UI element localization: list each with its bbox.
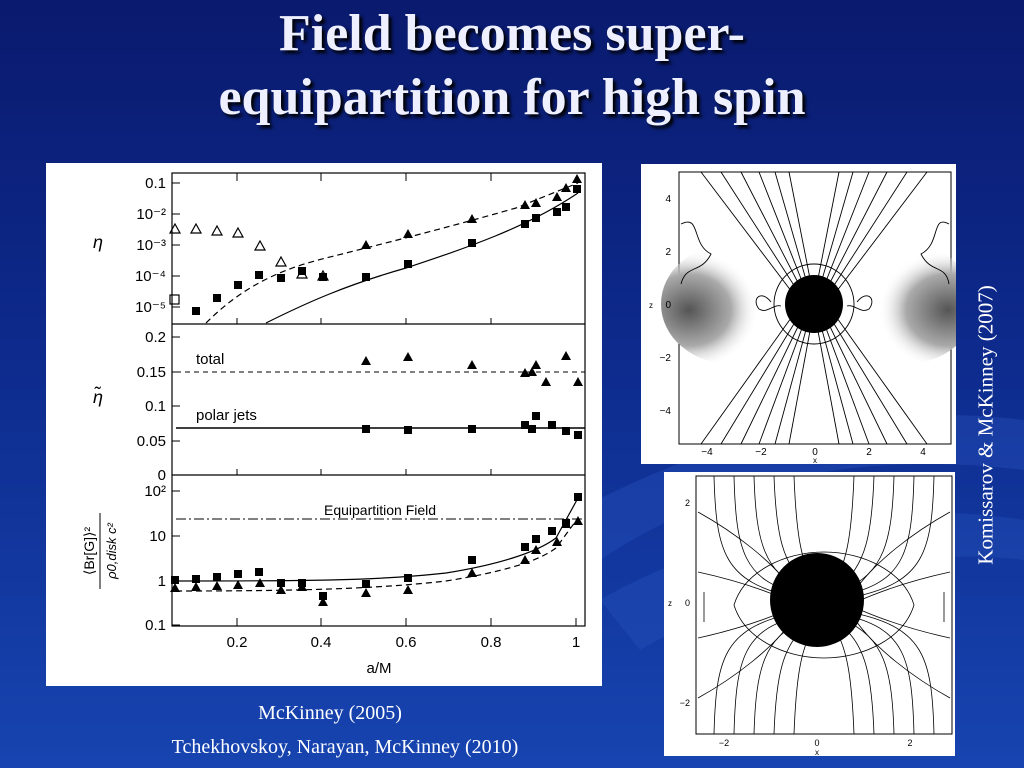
mckinney-figure: 0.2 0.4 0.6 0.8 1 a/M 0.1 10⁻² 10⁻³ 10⁻⁴…: [46, 163, 602, 686]
black-hole: [785, 275, 843, 333]
bot-panel-y-label-num: ⟨Br[G]⟩²: [81, 527, 97, 576]
x-axis-label: a/M: [366, 660, 391, 677]
y-tick-label: 10⁻³: [136, 237, 166, 254]
y-tick-label: 4: [665, 194, 671, 205]
x-tick-label: 0: [812, 447, 818, 458]
caption-tnm: Tchekhovskoy, Narayan, McKinney (2010): [171, 736, 519, 758]
x-tick-label: 4: [920, 447, 926, 458]
y-tick-label: 10⁻²: [136, 206, 166, 223]
x-tick-label: −2: [719, 738, 729, 748]
black-hole: [770, 553, 864, 647]
x-tick-label: 2: [866, 447, 872, 458]
y-tick-label: 0: [685, 598, 690, 608]
y-tick-label: −4: [660, 406, 672, 417]
y-tick-label: 0: [158, 467, 166, 484]
x-tick-label: 1: [572, 634, 580, 651]
total-label: total: [196, 351, 224, 368]
y-axis-label: z: [649, 301, 653, 310]
x-tick-label: 0: [814, 738, 819, 748]
mid-panel-y-label: η̃: [93, 386, 103, 407]
y-tick-label: 0.1: [145, 175, 166, 192]
x-tick-label: 0.4: [311, 634, 332, 651]
komissarov-bottom-svg: 2 0 −2 −2 0 2 x z: [668, 475, 953, 757]
mckinney-figure-svg: 0.2 0.4 0.6 0.8 1 a/M 0.1 10⁻² 10⁻³ 10⁻⁴…: [81, 172, 586, 677]
bot-panel-y-label-den: ρ0,disk c²: [104, 522, 119, 580]
y-tick-label: 2: [665, 247, 671, 258]
x-tick-label: 0.6: [396, 634, 417, 651]
y-tick-label: 0.05: [137, 433, 166, 450]
y-tick-label: 0: [665, 300, 671, 311]
y-tick-label: −2: [680, 698, 690, 708]
caption-mckinney: McKinney (2005): [258, 702, 402, 724]
komissarov-figure-top: 4 2 0 −2 −4 −4 −2 0 2 4 x z: [641, 164, 976, 465]
x-tick-label: −4: [701, 447, 713, 458]
slide-title: Field becomes super- equipartition for h…: [0, 2, 1024, 130]
komissarov-figure-bottom: 2 0 −2 −2 0 2 x z: [664, 472, 955, 757]
y-tick-label: 0.1: [145, 398, 166, 415]
caption-komissarov: Komissarov & McKinney (2007): [973, 285, 998, 565]
x-tick-label: 0.8: [481, 634, 502, 651]
x-tick-label: 0.2: [227, 634, 248, 651]
x-axis-label: x: [815, 748, 819, 756]
x-tick-label: 2: [907, 738, 912, 748]
x-axis-label: x: [813, 456, 817, 464]
equipartition-label: Equipartition Field: [324, 502, 436, 518]
mid-panel-marks: total polar jets: [176, 351, 585, 439]
y-tick-label: −2: [660, 353, 672, 364]
komissarov-top-svg: 4 2 0 −2 −4 −4 −2 0 2 4 x z: [649, 171, 976, 465]
polar-jets-label: polar jets: [196, 407, 257, 424]
y-tick-label: 10⁻⁵: [135, 299, 166, 316]
y-tick-label: 10: [149, 528, 166, 545]
x-tick-label: −2: [755, 447, 767, 458]
y-tick-label: 10⁻⁴: [135, 268, 166, 285]
title-line-2: equipartition for high spin: [218, 69, 806, 126]
y-tick-label: 2: [685, 498, 690, 508]
title-line-1: Field becomes super-: [279, 5, 745, 62]
y-axis-label: z: [668, 599, 672, 608]
y-tick-label: 0.15: [137, 364, 166, 381]
y-tick-label: 0.2: [145, 329, 166, 346]
top-panel-y-label: η: [93, 232, 103, 252]
y-tick-label: 10²: [144, 483, 166, 500]
y-tick-label: 0.1: [145, 617, 166, 634]
top-panel-marks: [168, 174, 582, 324]
y-tick-label: 1: [158, 573, 166, 590]
bot-panel-marks: Equipartition Field: [170, 493, 585, 606]
figure-frame: [171, 172, 586, 627]
